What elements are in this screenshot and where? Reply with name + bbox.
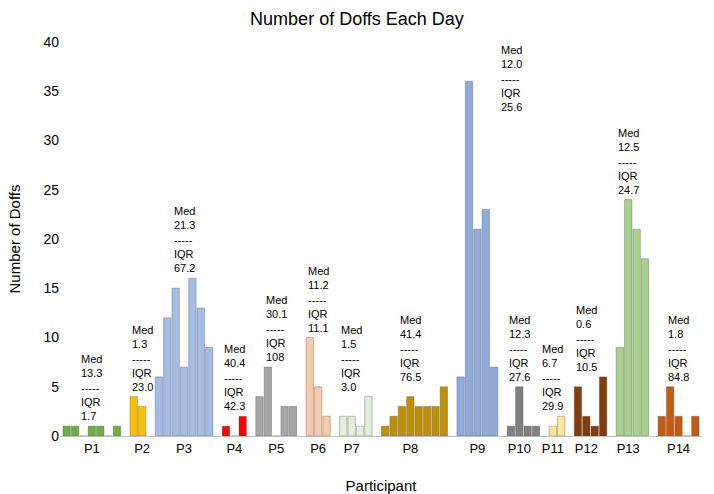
svg-text:Med40.4-----IQR42.3: Med40.4-----IQR42.3 — [224, 343, 245, 412]
svg-text:10: 10 — [43, 329, 59, 345]
svg-text:Med12.0-----IQR25.6: Med12.0-----IQR25.6 — [501, 44, 522, 113]
svg-text:P9: P9 — [469, 441, 485, 456]
svg-text:Participant: Participant — [346, 477, 418, 494]
svg-text:Med30.1-----IQR108: Med30.1-----IQR108 — [266, 294, 287, 363]
svg-text:5: 5 — [51, 379, 59, 395]
svg-text:Number of Doffs: Number of Doffs — [6, 185, 23, 294]
svg-text:Med12.5-----IQR24.7: Med12.5-----IQR24.7 — [618, 127, 639, 196]
svg-text:P8: P8 — [402, 441, 418, 456]
svg-text:15: 15 — [43, 280, 59, 296]
svg-text:P2: P2 — [134, 441, 150, 456]
svg-text:Med11.2-----IQR11.1: Med11.2-----IQR11.1 — [308, 265, 329, 334]
svg-text:40: 40 — [43, 34, 59, 50]
svg-text:P7: P7 — [344, 441, 360, 456]
svg-text:35: 35 — [43, 83, 59, 99]
svg-text:P14: P14 — [667, 441, 690, 456]
svg-text:P12: P12 — [575, 441, 598, 456]
svg-text:P13: P13 — [617, 441, 640, 456]
svg-text:P6: P6 — [310, 441, 326, 456]
svg-text:20: 20 — [43, 231, 59, 247]
svg-text:Number of Doffs Each Day: Number of Doffs Each Day — [250, 9, 464, 29]
svg-text:Med6.7-----IQR29.9: Med6.7-----IQR29.9 — [542, 343, 563, 412]
svg-text:Med41.4-----IQR76.5: Med41.4-----IQR76.5 — [400, 314, 421, 383]
svg-text:0: 0 — [51, 428, 59, 444]
svg-text:Med21.3-----IQR67.2: Med21.3-----IQR67.2 — [174, 205, 195, 274]
svg-text:Med13.3-----IQR1.7: Med13.3-----IQR1.7 — [81, 353, 102, 422]
svg-text:P4: P4 — [226, 441, 242, 456]
svg-text:25: 25 — [43, 182, 59, 198]
svg-text:P1: P1 — [84, 441, 100, 456]
svg-text:P3: P3 — [176, 441, 192, 456]
svg-text:Med0.6-----IQR10.5: Med0.6-----IQR10.5 — [576, 304, 597, 373]
svg-text:P10: P10 — [508, 441, 531, 456]
svg-text:P11: P11 — [542, 441, 564, 456]
svg-text:Med1.5-----IQR3.0: Med1.5-----IQR3.0 — [341, 324, 362, 393]
svg-text:P5: P5 — [268, 441, 284, 456]
svg-text:Med1.3-----IQR23.0: Med1.3-----IQR23.0 — [132, 324, 153, 393]
svg-text:Med1.8-----IQR84.8: Med1.8-----IQR84.8 — [668, 314, 689, 383]
svg-text:Med12.3-----IQR27.6: Med12.3-----IQR27.6 — [509, 314, 530, 383]
svg-text:30: 30 — [43, 132, 59, 148]
